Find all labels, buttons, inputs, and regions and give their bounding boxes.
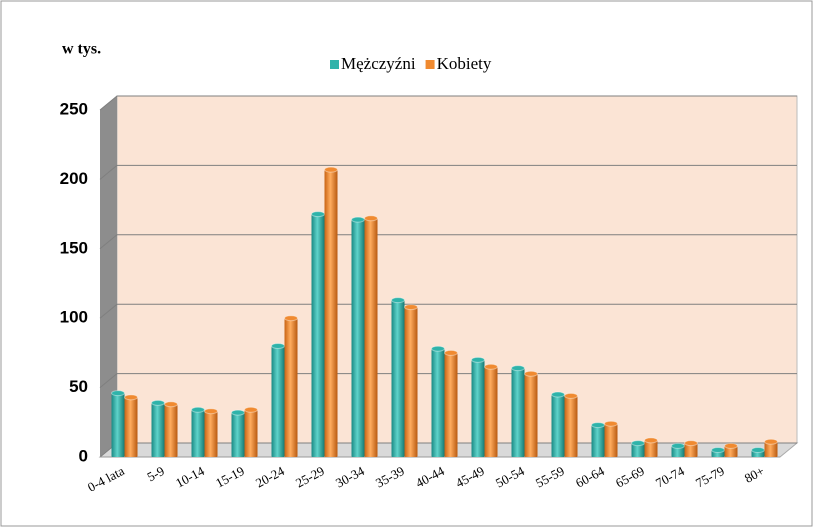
bar-top: [431, 345, 445, 352]
bar: [551, 394, 565, 457]
bar-top: [751, 447, 765, 454]
bar: [404, 307, 418, 457]
bar: [644, 440, 658, 457]
legend-label: Kobiety: [437, 54, 492, 73]
bar-top: [271, 342, 285, 349]
bar: [684, 443, 698, 457]
bar: [191, 409, 205, 457]
bar-top: [204, 408, 218, 415]
bar: [124, 397, 138, 457]
y-tick-label: 50: [69, 377, 88, 396]
grid-line: [99, 95, 797, 111]
bar-top: [164, 401, 178, 408]
bar: [351, 219, 365, 457]
bar: [431, 348, 445, 457]
bar-top: [591, 422, 605, 429]
bar-top: [151, 399, 165, 406]
bar: [484, 366, 498, 457]
bar-top: [511, 365, 525, 372]
bar-top: [444, 349, 458, 356]
y-tick-label: 150: [60, 238, 88, 257]
bar-top: [724, 442, 738, 449]
bar-top: [604, 420, 618, 427]
bar: [244, 409, 258, 457]
bar-top: [244, 406, 258, 413]
bar: [111, 393, 125, 457]
bar-top: [364, 215, 378, 222]
y-tick-label: 0: [79, 446, 88, 465]
bar-top: [231, 409, 245, 416]
bar: [271, 345, 285, 457]
bar: [511, 368, 525, 457]
bar: [471, 359, 485, 457]
bar: [164, 404, 178, 457]
grid-line: [99, 373, 797, 388]
bar-top: [111, 390, 125, 397]
bar: [324, 169, 338, 457]
bar-top: [524, 370, 538, 377]
bar-top: [644, 437, 658, 444]
y-tick-label: 200: [60, 169, 88, 188]
bar: [311, 214, 325, 457]
bar-top: [471, 356, 485, 363]
bar: [591, 425, 605, 457]
legend-swatch: [425, 60, 435, 69]
bar-top: [351, 216, 365, 223]
bar: [524, 373, 538, 457]
bar-top: [311, 211, 325, 218]
bar-top: [324, 166, 338, 173]
legend-label: Mężczyźni: [341, 54, 416, 73]
bar-top: [764, 438, 778, 445]
bar: [671, 445, 685, 457]
bar-top: [404, 304, 418, 311]
legend: Mężczyźni Kobiety: [330, 54, 492, 73]
bar: [151, 402, 165, 457]
bar: [604, 423, 618, 457]
bar: [231, 412, 245, 457]
bar-top: [191, 406, 205, 413]
bar-top: [711, 447, 725, 454]
bar-top: [484, 363, 498, 370]
bar: [204, 411, 218, 457]
bar: [724, 445, 738, 457]
bar-top: [684, 440, 698, 447]
legend-swatch: [330, 60, 339, 69]
bar: [564, 395, 578, 457]
x-tick-label: 5-9: [144, 463, 166, 484]
bar: [631, 443, 645, 457]
bar-top: [631, 440, 645, 447]
bar: [391, 300, 405, 457]
bar-top: [391, 297, 405, 304]
bar-top: [124, 394, 138, 401]
bar: [364, 218, 378, 457]
bar: [284, 318, 298, 457]
bar-top: [284, 315, 298, 322]
bar: [444, 352, 458, 457]
y-tick-label: 250: [60, 99, 88, 118]
bar-top: [671, 442, 685, 449]
bar: [764, 441, 778, 457]
side-wall: [100, 96, 117, 457]
grid-line: [99, 164, 797, 180]
grid-line: [99, 303, 797, 319]
grid-line: [99, 234, 797, 250]
bar-top: [551, 391, 565, 398]
bar-top: [564, 392, 578, 399]
y-tick-label: 100: [60, 308, 88, 327]
axis-unit: w tys.: [62, 41, 101, 58]
